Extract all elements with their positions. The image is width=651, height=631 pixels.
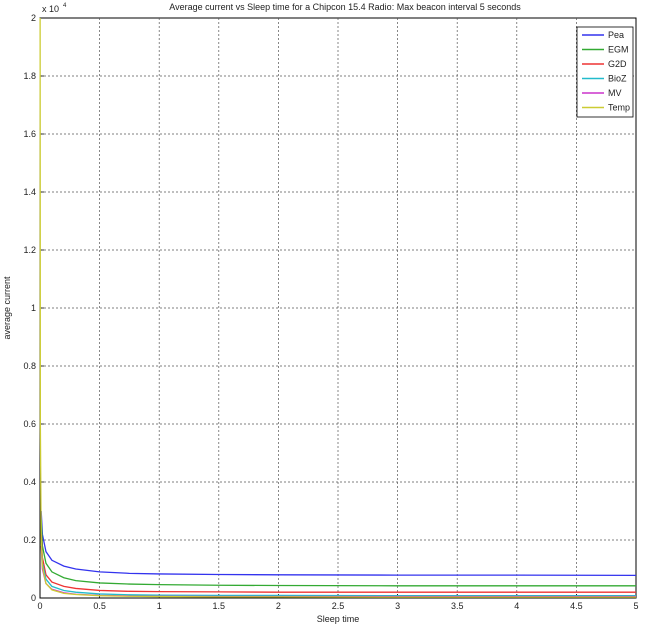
x-tick-label: 2 [276, 601, 281, 611]
series-lines [39, 17, 637, 598]
x-axis-label: Sleep time [317, 614, 360, 624]
series-line-g2d [40, 534, 636, 593]
x-tick-label: 4.5 [570, 601, 583, 611]
x-tick-label: 3 [395, 601, 400, 611]
y-tick-label: 2 [31, 13, 36, 23]
y-tick-label: 1.8 [23, 71, 36, 81]
y-tick-label: 1.6 [23, 129, 36, 139]
series-line-bioz [40, 539, 636, 597]
chart-title: Average current vs Sleep time for a Chip… [169, 2, 521, 12]
legend-label-bioz: BioZ [608, 74, 627, 84]
legend-label-g2d: G2D [608, 59, 627, 69]
y-tick-label: 0.2 [23, 535, 36, 545]
y-tick-label: 0.6 [23, 419, 36, 429]
y-tick-label: 0.4 [23, 477, 36, 487]
y-axis-ticks: 0 0.2 0.4 0.6 0.8 1 1.2 1.4 1.6 1.8 2 [23, 13, 44, 603]
series-line-egm [40, 519, 636, 587]
y-exponent-label: x 10 4 [42, 3, 67, 14]
y-tick-label: 1.2 [23, 245, 36, 255]
legend-box [576, 26, 634, 118]
y-axis-label: average current [2, 276, 12, 340]
legend-label-temp: Temp [608, 103, 630, 113]
legend-label-egm: EGM [608, 45, 629, 55]
legend-label-mv: MV [608, 88, 622, 98]
y-exponent-power: 4 [63, 3, 67, 9]
y-tick-label: 1.4 [23, 187, 36, 197]
grid-lines [40, 18, 636, 598]
y-tick-label: 0.8 [23, 361, 36, 371]
series-line-temp [39, 17, 636, 598]
y-exponent-base: x 10 [42, 4, 59, 14]
x-tick-label: 1.5 [213, 601, 226, 611]
series-line-pea [40, 510, 637, 577]
x-tick-label: 4 [514, 601, 519, 611]
legend: Pea EGM G2D BioZ MV Temp [576, 26, 634, 118]
y-tick-label: 1 [31, 303, 36, 313]
legend-label-pea: Pea [608, 30, 624, 40]
x-tick-label: 3.5 [451, 601, 464, 611]
x-tick-label: 0 [37, 601, 42, 611]
y-tick-label: 0 [31, 593, 36, 603]
x-tick-label: 1 [157, 601, 162, 611]
x-tick-label: 2.5 [332, 601, 345, 611]
x-tick-label: 0.5 [93, 601, 106, 611]
x-tick-label: 5 [633, 601, 638, 611]
